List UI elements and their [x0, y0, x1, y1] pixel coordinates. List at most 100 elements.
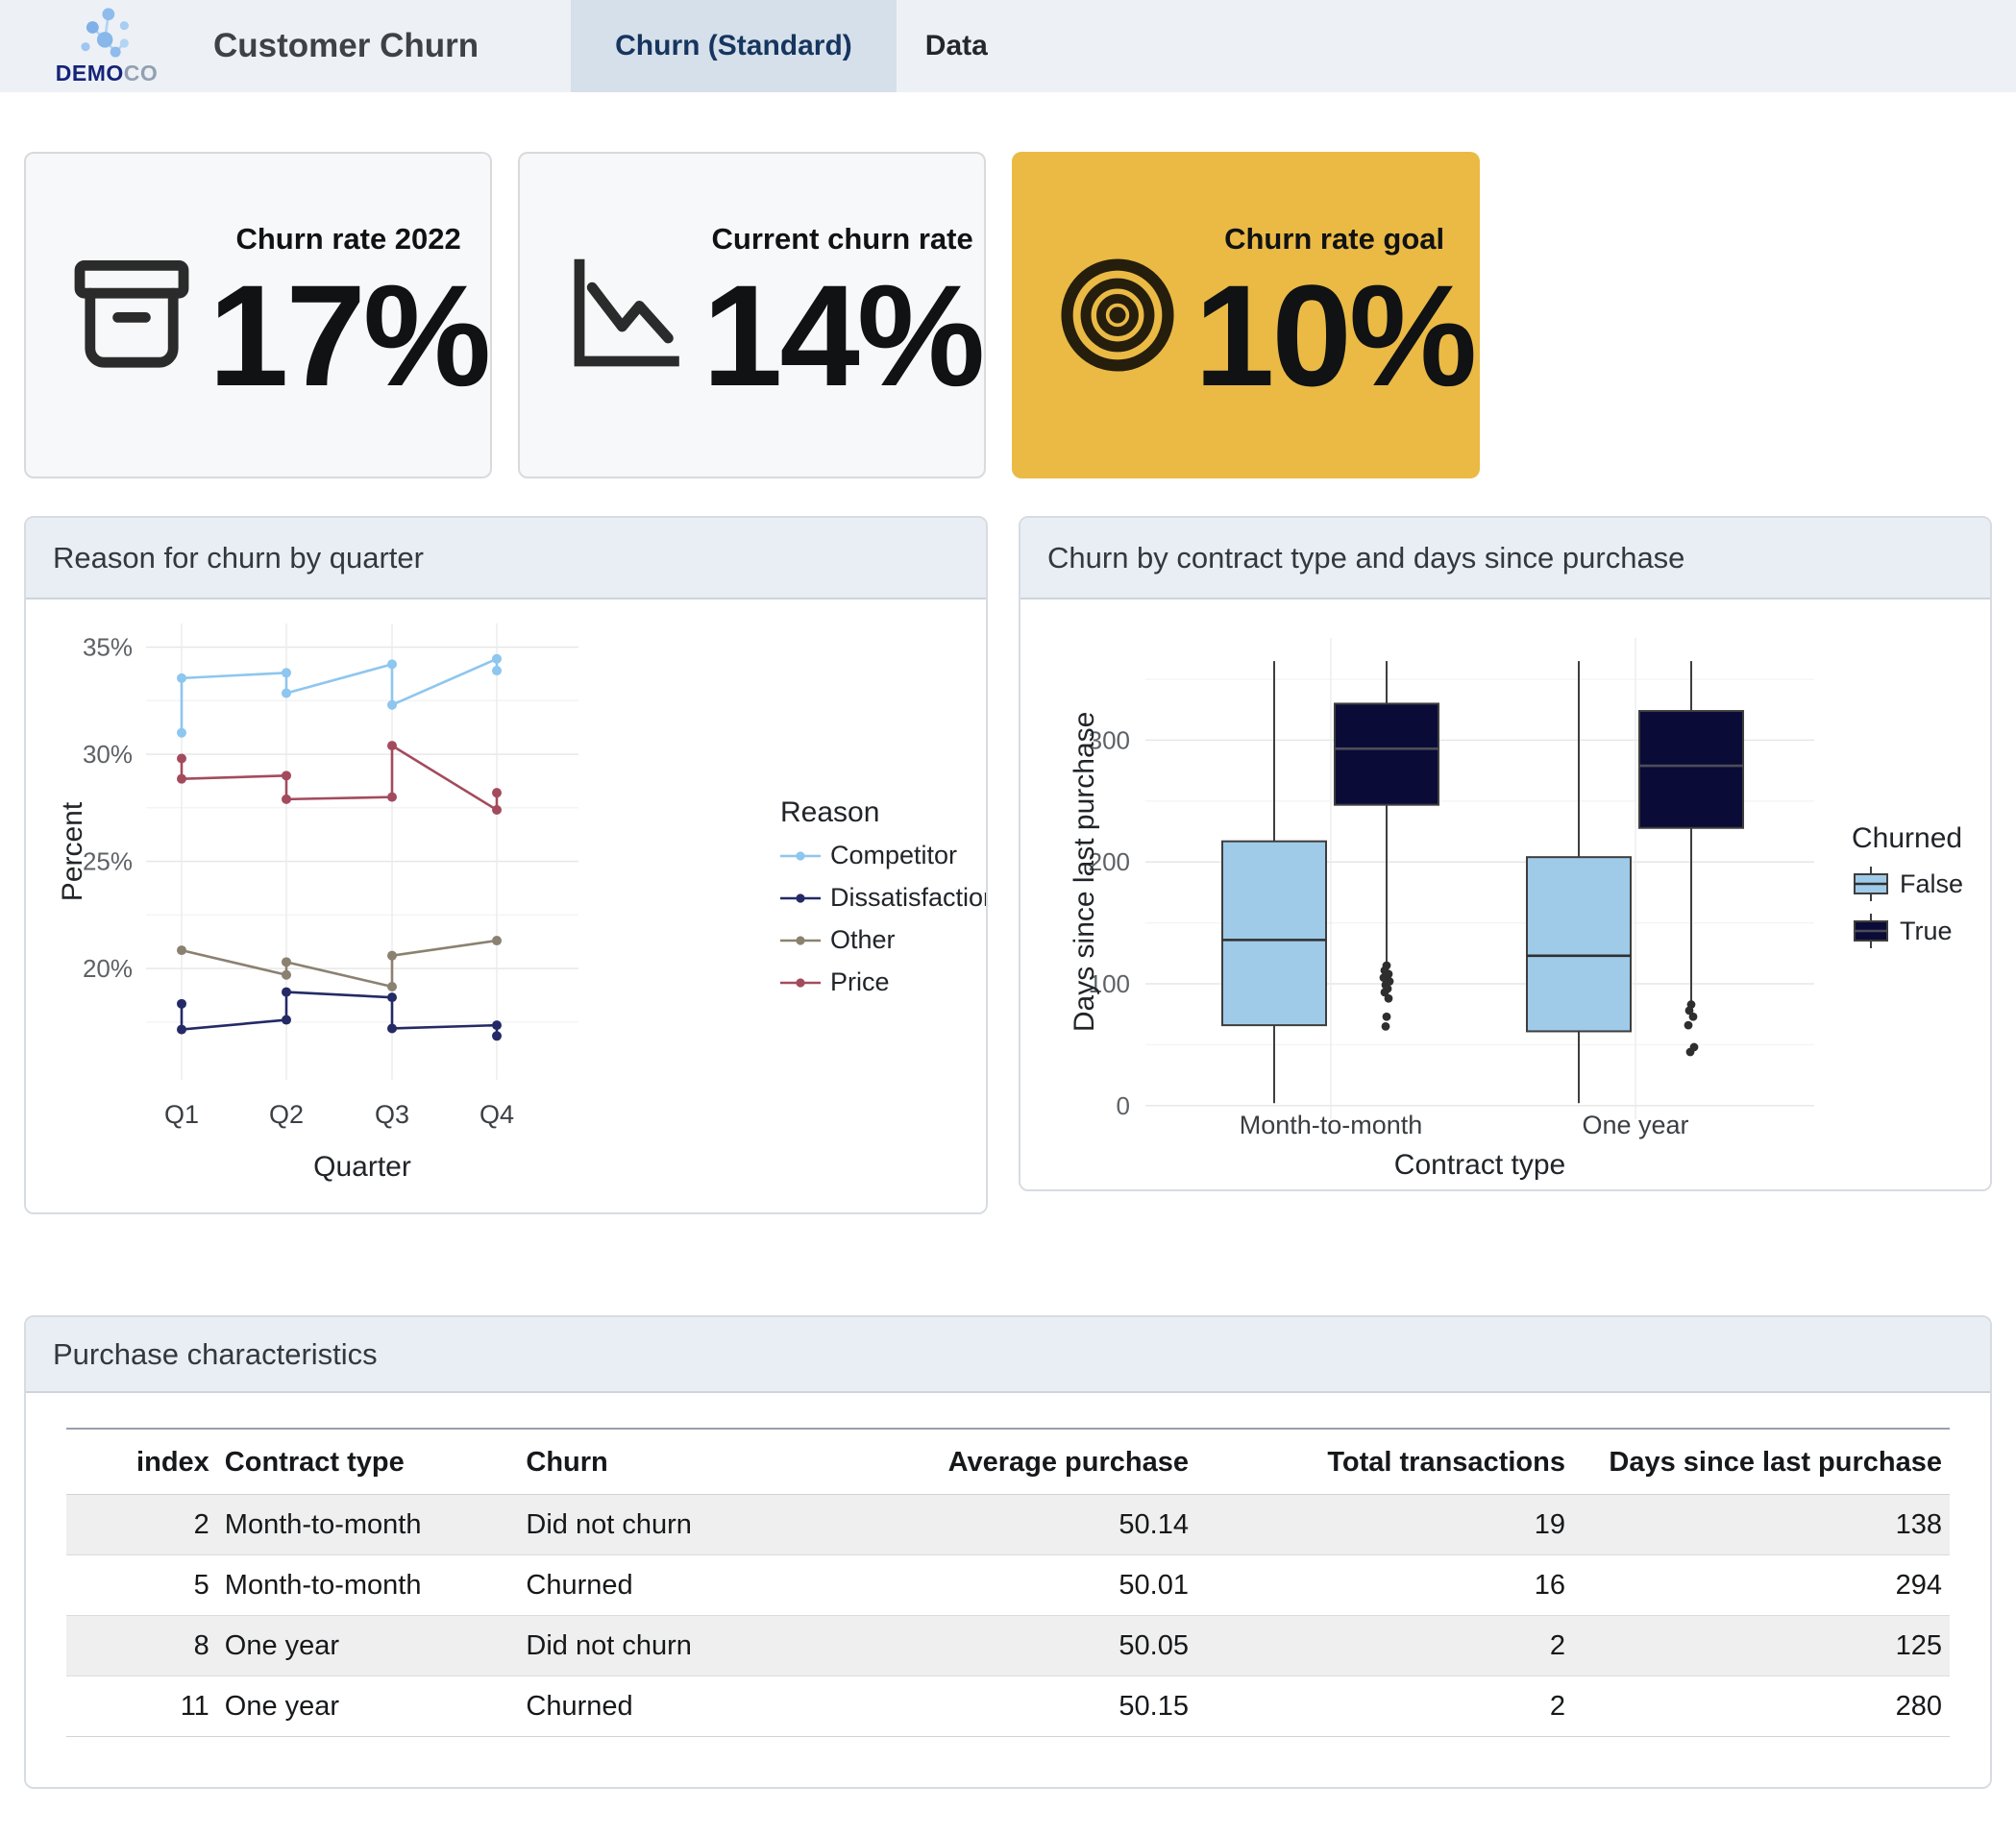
table-cell: 2 [1549, 1629, 1565, 1661]
legend-item-true: True [1852, 914, 1963, 948]
table-cell: 16 [1534, 1569, 1565, 1601]
table-body: index Contract type Churn Average purchase T… [26, 1393, 1990, 1787]
page-title: Customer Churn [213, 27, 479, 64]
svg-text:0: 0 [1117, 1091, 1130, 1120]
series-price [177, 741, 502, 816]
tab-churn-standard[interactable]: Churn (Standard) [571, 0, 897, 92]
kpi-value: 17% [209, 254, 491, 416]
legend-label: Competitor [830, 841, 958, 869]
legend-label: False [1900, 869, 1964, 898]
table-row: 8 One year Did not churn 50.05 2 125 [66, 1615, 1950, 1676]
kpi-text: Churn rate goal 10% [1194, 221, 1477, 409]
legend-title: Reason [780, 796, 880, 828]
svg-text:Quarter: Quarter [313, 1151, 411, 1183]
table-row: 11 One year Churned 50.15 2 280 [66, 1676, 1950, 1737]
table-row: 5 Month-to-month Churned 50.01 16 294 [66, 1554, 1950, 1616]
column-header-total-transactions: Total transactions [1327, 1447, 1565, 1478]
table-cell: Churned [526, 1690, 633, 1722]
line-chart-svg: 20% 25% 30% 35% Q1 Q2 Q3 Q4 Quarter Percent [57, 624, 578, 1183]
target-icon [1061, 258, 1174, 372]
table-cell: 50.01 [1119, 1569, 1189, 1601]
table-cell: Churned [526, 1569, 633, 1601]
box-plot-svg: 0 100 200 300 Month-to-month One year Contract… [1069, 638, 1814, 1181]
legend-box-glyph [1854, 867, 1888, 901]
declining-line-chart-icon [574, 258, 679, 367]
kpi-label: Current churn rate [711, 221, 973, 256]
kpi-text: Current churn rate 14% [702, 221, 985, 416]
legend-title: Churned [1852, 822, 1963, 854]
legend-line-glyph [780, 935, 821, 945]
table-cell: 11 [180, 1690, 209, 1722]
legend-item-false: False [1852, 867, 1963, 901]
top-bar: DEMOCO Customer Churn Churn (Standard) Da… [0, 0, 2016, 92]
line-chart-panel: Reason for churn by quarter 20% 25% 30% 35%… [24, 516, 988, 1214]
kpi-label: Churn rate 2022 [235, 221, 461, 256]
svg-text:Percent: Percent [57, 801, 88, 901]
table-cell: 294 [1895, 1569, 1942, 1601]
table-cell: 2 [193, 1508, 209, 1540]
legend-item-other: Other [780, 925, 986, 955]
table-header-row: index Contract type Churn Average purchase T… [66, 1429, 1950, 1495]
series-other [177, 936, 502, 991]
molecule-logo-icon [81, 8, 129, 58]
table-panel-title: Purchase characteristics [26, 1317, 1990, 1393]
brand-text-light: CO [123, 61, 159, 86]
box-plot-legend: Churned False True [1852, 822, 1963, 961]
table-cell: One year [224, 1629, 340, 1661]
svg-text:300: 300 [1089, 725, 1130, 754]
table-cell: 50.15 [1119, 1690, 1189, 1722]
table-cell: 2 [1549, 1690, 1565, 1722]
table-panel: Purchase characteristics index Contract t… [24, 1315, 1992, 1789]
column-header-days-since-last-purchase: Days since last purchase [1609, 1447, 1942, 1478]
table-cell: Did not churn [526, 1508, 692, 1540]
svg-text:100: 100 [1089, 969, 1130, 998]
legend-label: Other [830, 925, 896, 954]
charts-row: Reason for churn by quarter 20% 25% 30% 35%… [24, 516, 1992, 1214]
table-row: 2 Month-to-month Did not churn 50.14 19 138 [66, 1494, 1950, 1555]
svg-text:Contract type: Contract type [1394, 1149, 1565, 1181]
kpi-label: Churn rate goal [1224, 221, 1445, 256]
column-header-average-purchase: Average purchase [947, 1447, 1189, 1478]
column-header-contract-type: Contract type [224, 1447, 405, 1478]
table-cell: Did not churn [526, 1629, 692, 1661]
table-cell: Month-to-month [224, 1508, 422, 1540]
svg-text:Days since last purchase: Days since last purchase [1069, 712, 1100, 1033]
svg-text:Q3: Q3 [375, 1100, 409, 1129]
legend-item-dissatisfaction: Dissatisfaction [780, 883, 988, 913]
line-chart-body: 20% 25% 30% 35% Q1 Q2 Q3 Q4 Quarter Percent Reason… [26, 599, 986, 1212]
table-cell: 5 [193, 1569, 209, 1601]
table-cell: Month-to-month [224, 1569, 422, 1601]
box-plot-body: 0 100 200 300 Month-to-month One year Contract… [1020, 599, 1990, 1189]
box-plot-panel: Churn by contract type and days since pu… [1019, 516, 1992, 1191]
table-cell: 138 [1895, 1508, 1942, 1540]
brand-text-bold: DEMO [55, 61, 124, 86]
box-one-year-true [1638, 661, 1744, 1057]
tab-data[interactable]: Data [924, 30, 988, 61]
line-chart-legend: Reason Competitor Dissatisfaction Other … [780, 796, 988, 1010]
svg-text:Q1: Q1 [164, 1100, 199, 1129]
main-content: Churn rate 2022 17% Current churn rate 1… [0, 152, 2016, 1789]
kpi-row: Churn rate 2022 17% Current churn rate 1… [24, 152, 1992, 478]
svg-text:Q2: Q2 [269, 1100, 304, 1129]
box-month-to-month-true [1334, 661, 1439, 1031]
svg-text:One year: One year [1582, 1111, 1688, 1139]
purchase-characteristics-table: index Contract type Churn Average purchase T… [66, 1428, 1950, 1737]
kpi-card-churn-rate-2022: Churn rate 2022 17% [24, 152, 492, 478]
svg-text:30%: 30% [83, 740, 133, 769]
legend-label: Price [830, 967, 890, 996]
table-cell: 50.05 [1119, 1629, 1189, 1661]
svg-text:25%: 25% [83, 847, 133, 876]
legend-item-price: Price [780, 967, 986, 997]
kpi-icon-wrap [549, 257, 702, 373]
column-header-churn: Churn [526, 1447, 608, 1478]
kpi-value: 14% [702, 254, 985, 416]
table-cell: 19 [1534, 1508, 1565, 1540]
table-cell: 50.14 [1119, 1508, 1189, 1540]
legend-item-competitor: Competitor [780, 841, 986, 870]
legend-label: Dissatisfaction [830, 883, 988, 912]
kpi-icon-wrap [1041, 257, 1194, 374]
legend-box-glyph [1854, 914, 1888, 948]
kpi-card-churn-rate-goal: Churn rate goal 10% [1012, 152, 1480, 478]
series-competitor [177, 653, 502, 738]
